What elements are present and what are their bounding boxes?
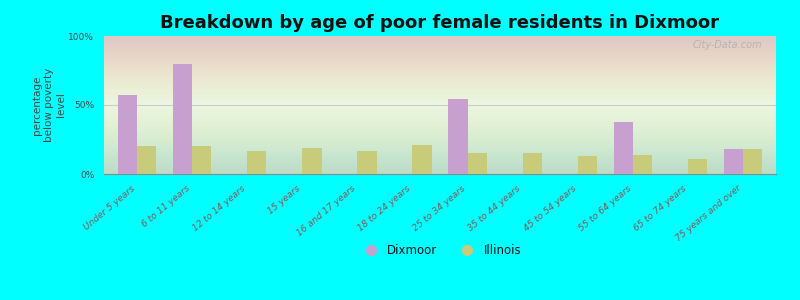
Bar — [358, 151, 377, 174]
Bar — [137, 146, 156, 174]
Bar — [633, 155, 652, 174]
Bar — [413, 145, 432, 174]
Bar — [247, 151, 266, 174]
Bar — [614, 122, 633, 174]
Bar — [302, 148, 322, 174]
Title: Breakdown by age of poor female residents in Dixmoor: Breakdown by age of poor female resident… — [161, 14, 719, 32]
Bar — [688, 159, 707, 174]
Bar — [522, 153, 542, 174]
Legend: Dixmoor, Illinois: Dixmoor, Illinois — [354, 239, 526, 262]
Bar — [578, 156, 597, 174]
Bar — [743, 149, 762, 174]
Bar — [118, 95, 137, 174]
Text: City-Data.com: City-Data.com — [693, 40, 762, 50]
Bar — [448, 100, 467, 174]
Bar — [192, 146, 211, 174]
Bar — [724, 149, 743, 174]
Bar — [467, 153, 487, 174]
Bar — [173, 64, 192, 174]
Y-axis label: percentage
below poverty
level: percentage below poverty level — [33, 68, 66, 142]
